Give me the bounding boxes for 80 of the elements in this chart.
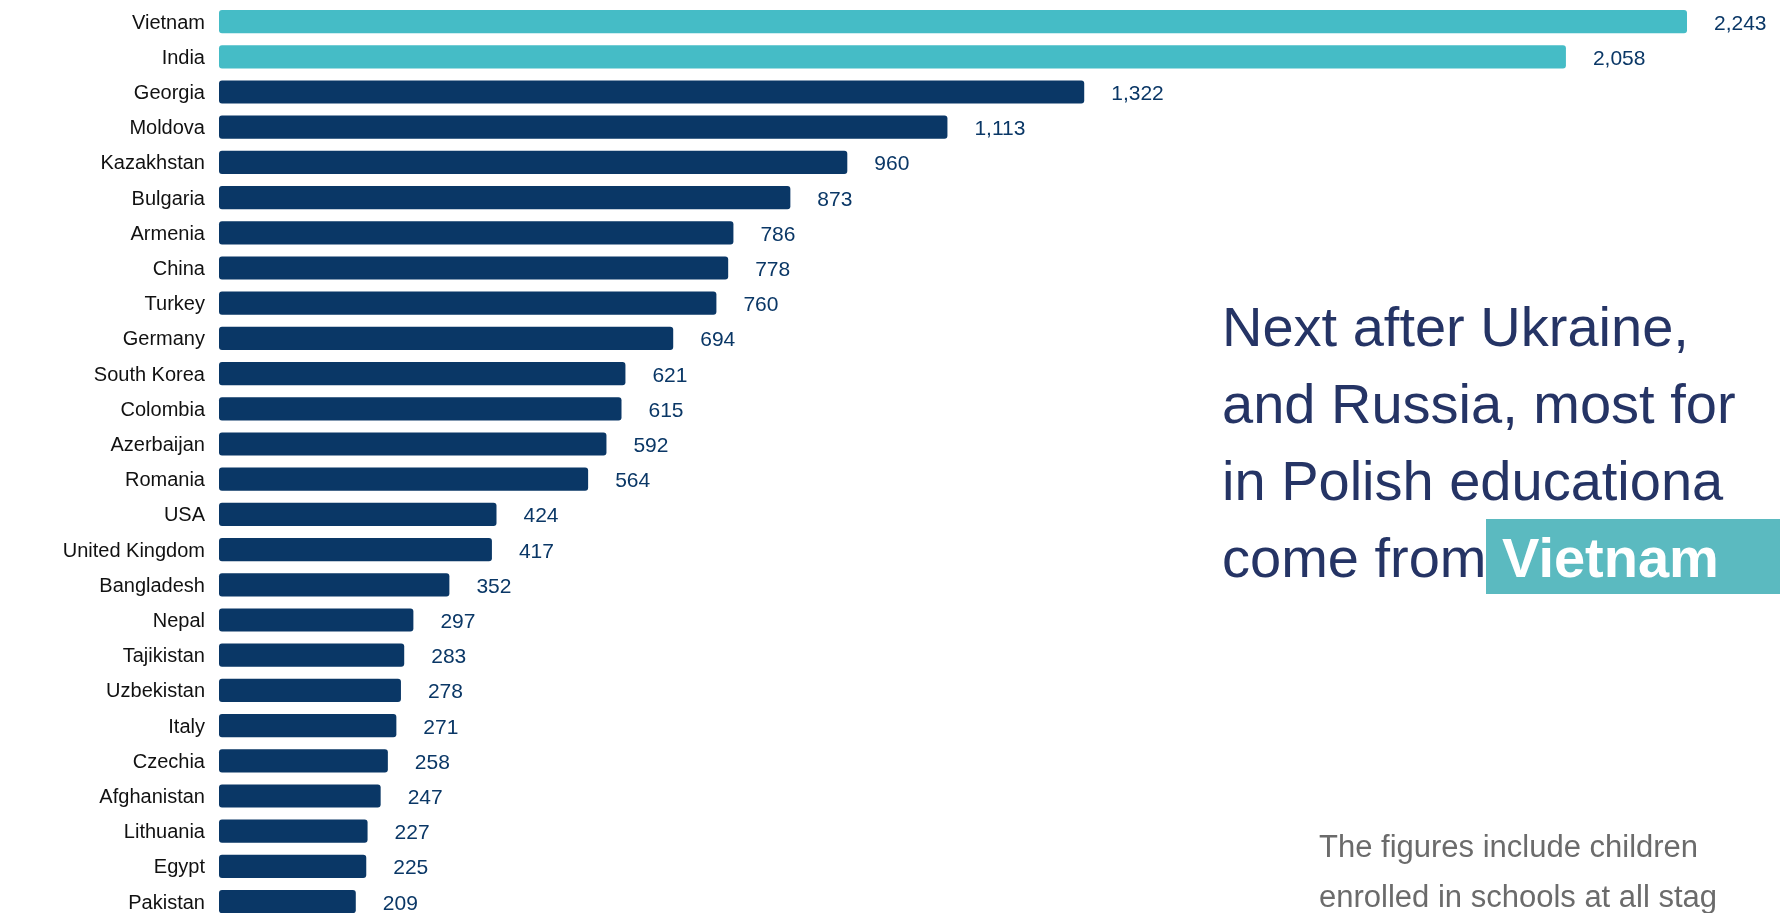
- bar: [219, 889, 356, 913]
- bar: [219, 361, 626, 386]
- bar: [219, 221, 734, 245]
- bar: [219, 256, 729, 280]
- y-tick-label: Colombia: [120, 397, 206, 420]
- bar: [219, 537, 492, 562]
- data-label: 1,322: [1111, 80, 1164, 104]
- data-label: 424: [523, 503, 559, 527]
- y-tick-label: Tajikistan: [122, 644, 205, 667]
- bar: [219, 784, 381, 808]
- bar: [219, 467, 589, 491]
- y-tick-label: Turkey: [144, 292, 205, 315]
- data-label: 2,243: [1714, 10, 1767, 34]
- data-label: 786: [760, 221, 796, 245]
- bar: [219, 150, 848, 175]
- y-tick-label: Nepal: [152, 609, 205, 631]
- y-tick-label: Romania: [124, 468, 206, 491]
- data-label: 621: [652, 362, 688, 386]
- y-tick-label: USA: [163, 503, 206, 526]
- y-tick-label: Moldova: [129, 116, 206, 139]
- bar: [219, 9, 1687, 34]
- data-label: 225: [393, 855, 429, 879]
- bar: [219, 80, 1085, 104]
- bar: [219, 115, 948, 139]
- bar: [219, 45, 1566, 69]
- data-label: 778: [755, 256, 791, 280]
- data-label: 694: [700, 327, 736, 351]
- data-label: 2,058: [1592, 45, 1646, 69]
- data-label: 283: [431, 644, 467, 668]
- bar: [219, 608, 414, 632]
- y-tick-label: Armenia: [130, 221, 206, 244]
- bar: [219, 573, 450, 597]
- data-label: 278: [427, 679, 463, 703]
- data-label: 258: [414, 749, 450, 773]
- y-tick-label: Georgia: [133, 81, 206, 103]
- y-tick-label: Uzbekistan: [106, 679, 205, 702]
- data-label: 592: [633, 432, 669, 456]
- bar: [219, 854, 367, 879]
- data-label: 417: [518, 538, 554, 562]
- y-tick-label: Bangladesh: [99, 573, 205, 596]
- bar: [219, 643, 405, 667]
- data-label: 352: [476, 573, 512, 597]
- data-label: 297: [440, 608, 476, 632]
- data-label: 271: [423, 714, 459, 738]
- y-tick-label: Bulgaria: [131, 186, 206, 209]
- y-tick-label: Czechia: [132, 749, 206, 772]
- y-tick-label: India: [161, 45, 206, 68]
- y-tick-label: Egypt: [153, 855, 206, 878]
- bar: [219, 678, 401, 703]
- data-label: 564: [615, 468, 651, 492]
- bar: [219, 326, 674, 351]
- y-tick-label: Azerbaijan: [110, 433, 205, 455]
- y-tick-label: South Korea: [93, 362, 206, 385]
- y-tick-label: Kazakhstan: [100, 151, 205, 174]
- data-label: 615: [648, 397, 684, 421]
- data-label: 760: [743, 292, 779, 316]
- y-tick-label: Germany: [122, 327, 205, 350]
- bar: [219, 819, 368, 843]
- data-label: 873: [817, 186, 853, 210]
- y-tick-label: China: [152, 257, 206, 279]
- y-tick-label: United Kingdom: [62, 538, 205, 561]
- bar: [219, 749, 388, 773]
- data-label: 247: [407, 784, 443, 808]
- data-label: 960: [874, 151, 910, 175]
- bar: [219, 397, 622, 421]
- data-label: 209: [382, 890, 418, 913]
- bar: [219, 713, 397, 738]
- bar: [219, 291, 717, 315]
- y-tick-label: Italy: [168, 714, 205, 737]
- y-tick-label: Vietnam: [131, 10, 205, 33]
- data-label: 1,113: [974, 116, 1026, 140]
- bar: [219, 432, 607, 456]
- text: Next after Ukraine, and Russia, most for in Polish educationa come from Vietnam: [1222, 295, 1736, 589]
- y-tick-label: Afghanistan: [99, 785, 205, 807]
- y-tick-label: Pakistan: [128, 890, 205, 913]
- y-tick-label: Lithuania: [123, 820, 206, 843]
- bar: [219, 502, 497, 527]
- bar: [219, 185, 791, 210]
- data-label: 227: [394, 820, 430, 844]
- text: The figures include children enrolled in schools at all stag: [1319, 829, 1718, 913]
